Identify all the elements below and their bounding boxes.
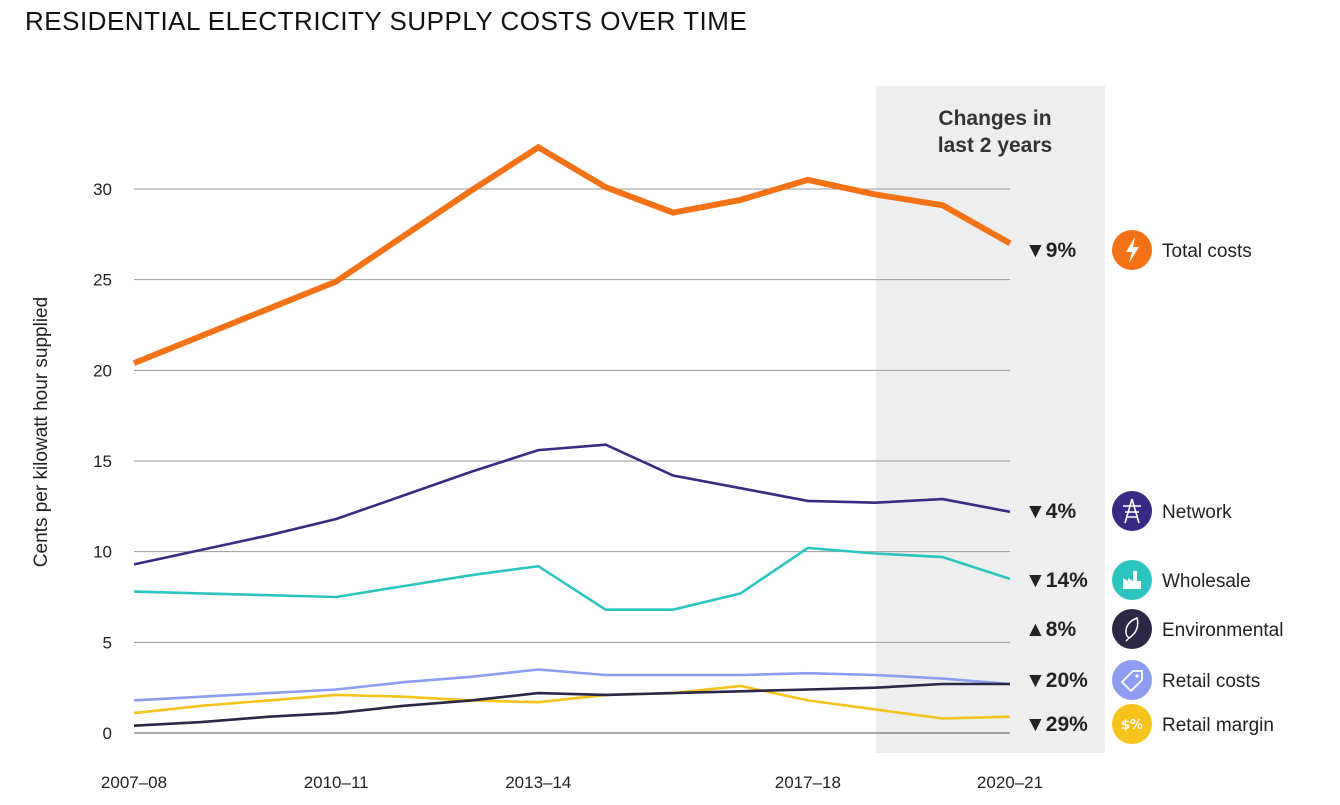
legend-label-network: Network [1162, 502, 1232, 523]
y-tick-label: 15 [93, 452, 112, 471]
tag-icon [1112, 660, 1152, 700]
dollar-percent-icon: $% [1112, 704, 1152, 744]
y-tick-label: 10 [93, 543, 112, 562]
legend-label-wholesale: Wholesale [1162, 571, 1251, 592]
series-line-retail-costs [133, 668, 1011, 702]
pylon-icon [1112, 491, 1152, 531]
y-tick-label: 30 [93, 180, 112, 199]
legend-label-environmental: Environmental [1162, 620, 1283, 641]
legend-item-retail-costs: ▼20% Retail costs [1025, 660, 1260, 700]
y-tick-label: 20 [93, 361, 112, 380]
change-label-network: ▼4% [1025, 500, 1076, 523]
leaf-icon [1112, 609, 1152, 649]
series-line-network [133, 443, 1011, 566]
legend-item-retail-margin: ▼29% $% Retail margin [1025, 704, 1274, 744]
y-tick-label: 25 [93, 271, 112, 290]
factory-icon [1112, 560, 1152, 600]
legend-item-network: ▼4% Network [1025, 491, 1232, 531]
change-label-retail-costs: ▼20% [1025, 669, 1088, 692]
x-tick-label: 2020–21 [977, 773, 1043, 792]
x-tick-label: 2007–08 [101, 773, 167, 792]
series-line-environmental [133, 682, 1010, 727]
change-label-environmental: ▲8% [1025, 618, 1076, 641]
x-tick-label: 2013–14 [505, 773, 571, 792]
y-tick-label: 0 [103, 724, 112, 743]
svg-text:$%: $% [1121, 718, 1143, 733]
series-line-retail-margin [133, 684, 1011, 720]
series-line-wholesale [133, 546, 1011, 612]
legend-item-environmental: ▲8% Environmental [1025, 609, 1283, 649]
chart-title: RESIDENTIAL ELECTRICITY SUPPLY COSTS OVE… [25, 6, 748, 36]
changes-shaded-region [876, 86, 1105, 753]
legend-label-retail-costs: Retail costs [1162, 671, 1260, 692]
legend-label-retail-margin: Retail margin [1162, 715, 1274, 736]
legend-label-total-costs: Total costs [1162, 241, 1252, 262]
changes-region-title: Changes in last 2 years [938, 107, 1052, 157]
lightning-icon [1112, 230, 1152, 270]
change-label-total-costs: ▼9% [1025, 239, 1076, 262]
series-line-total-costs [132, 143, 1012, 366]
x-tick-label: 2010–11 [304, 773, 369, 792]
change-label-wholesale: ▼14% [1025, 569, 1088, 592]
y-axis-title: Cents per kilowatt hour supplied [31, 297, 52, 567]
y-tick-label: 5 [103, 633, 112, 652]
change-label-retail-margin: ▼29% [1025, 713, 1088, 736]
legend-item-wholesale: ▼14% Wholesale [1025, 560, 1251, 600]
x-tick-label: 2017–18 [775, 773, 841, 792]
legend-item-total-costs: ▼9% Total costs [1025, 230, 1252, 270]
